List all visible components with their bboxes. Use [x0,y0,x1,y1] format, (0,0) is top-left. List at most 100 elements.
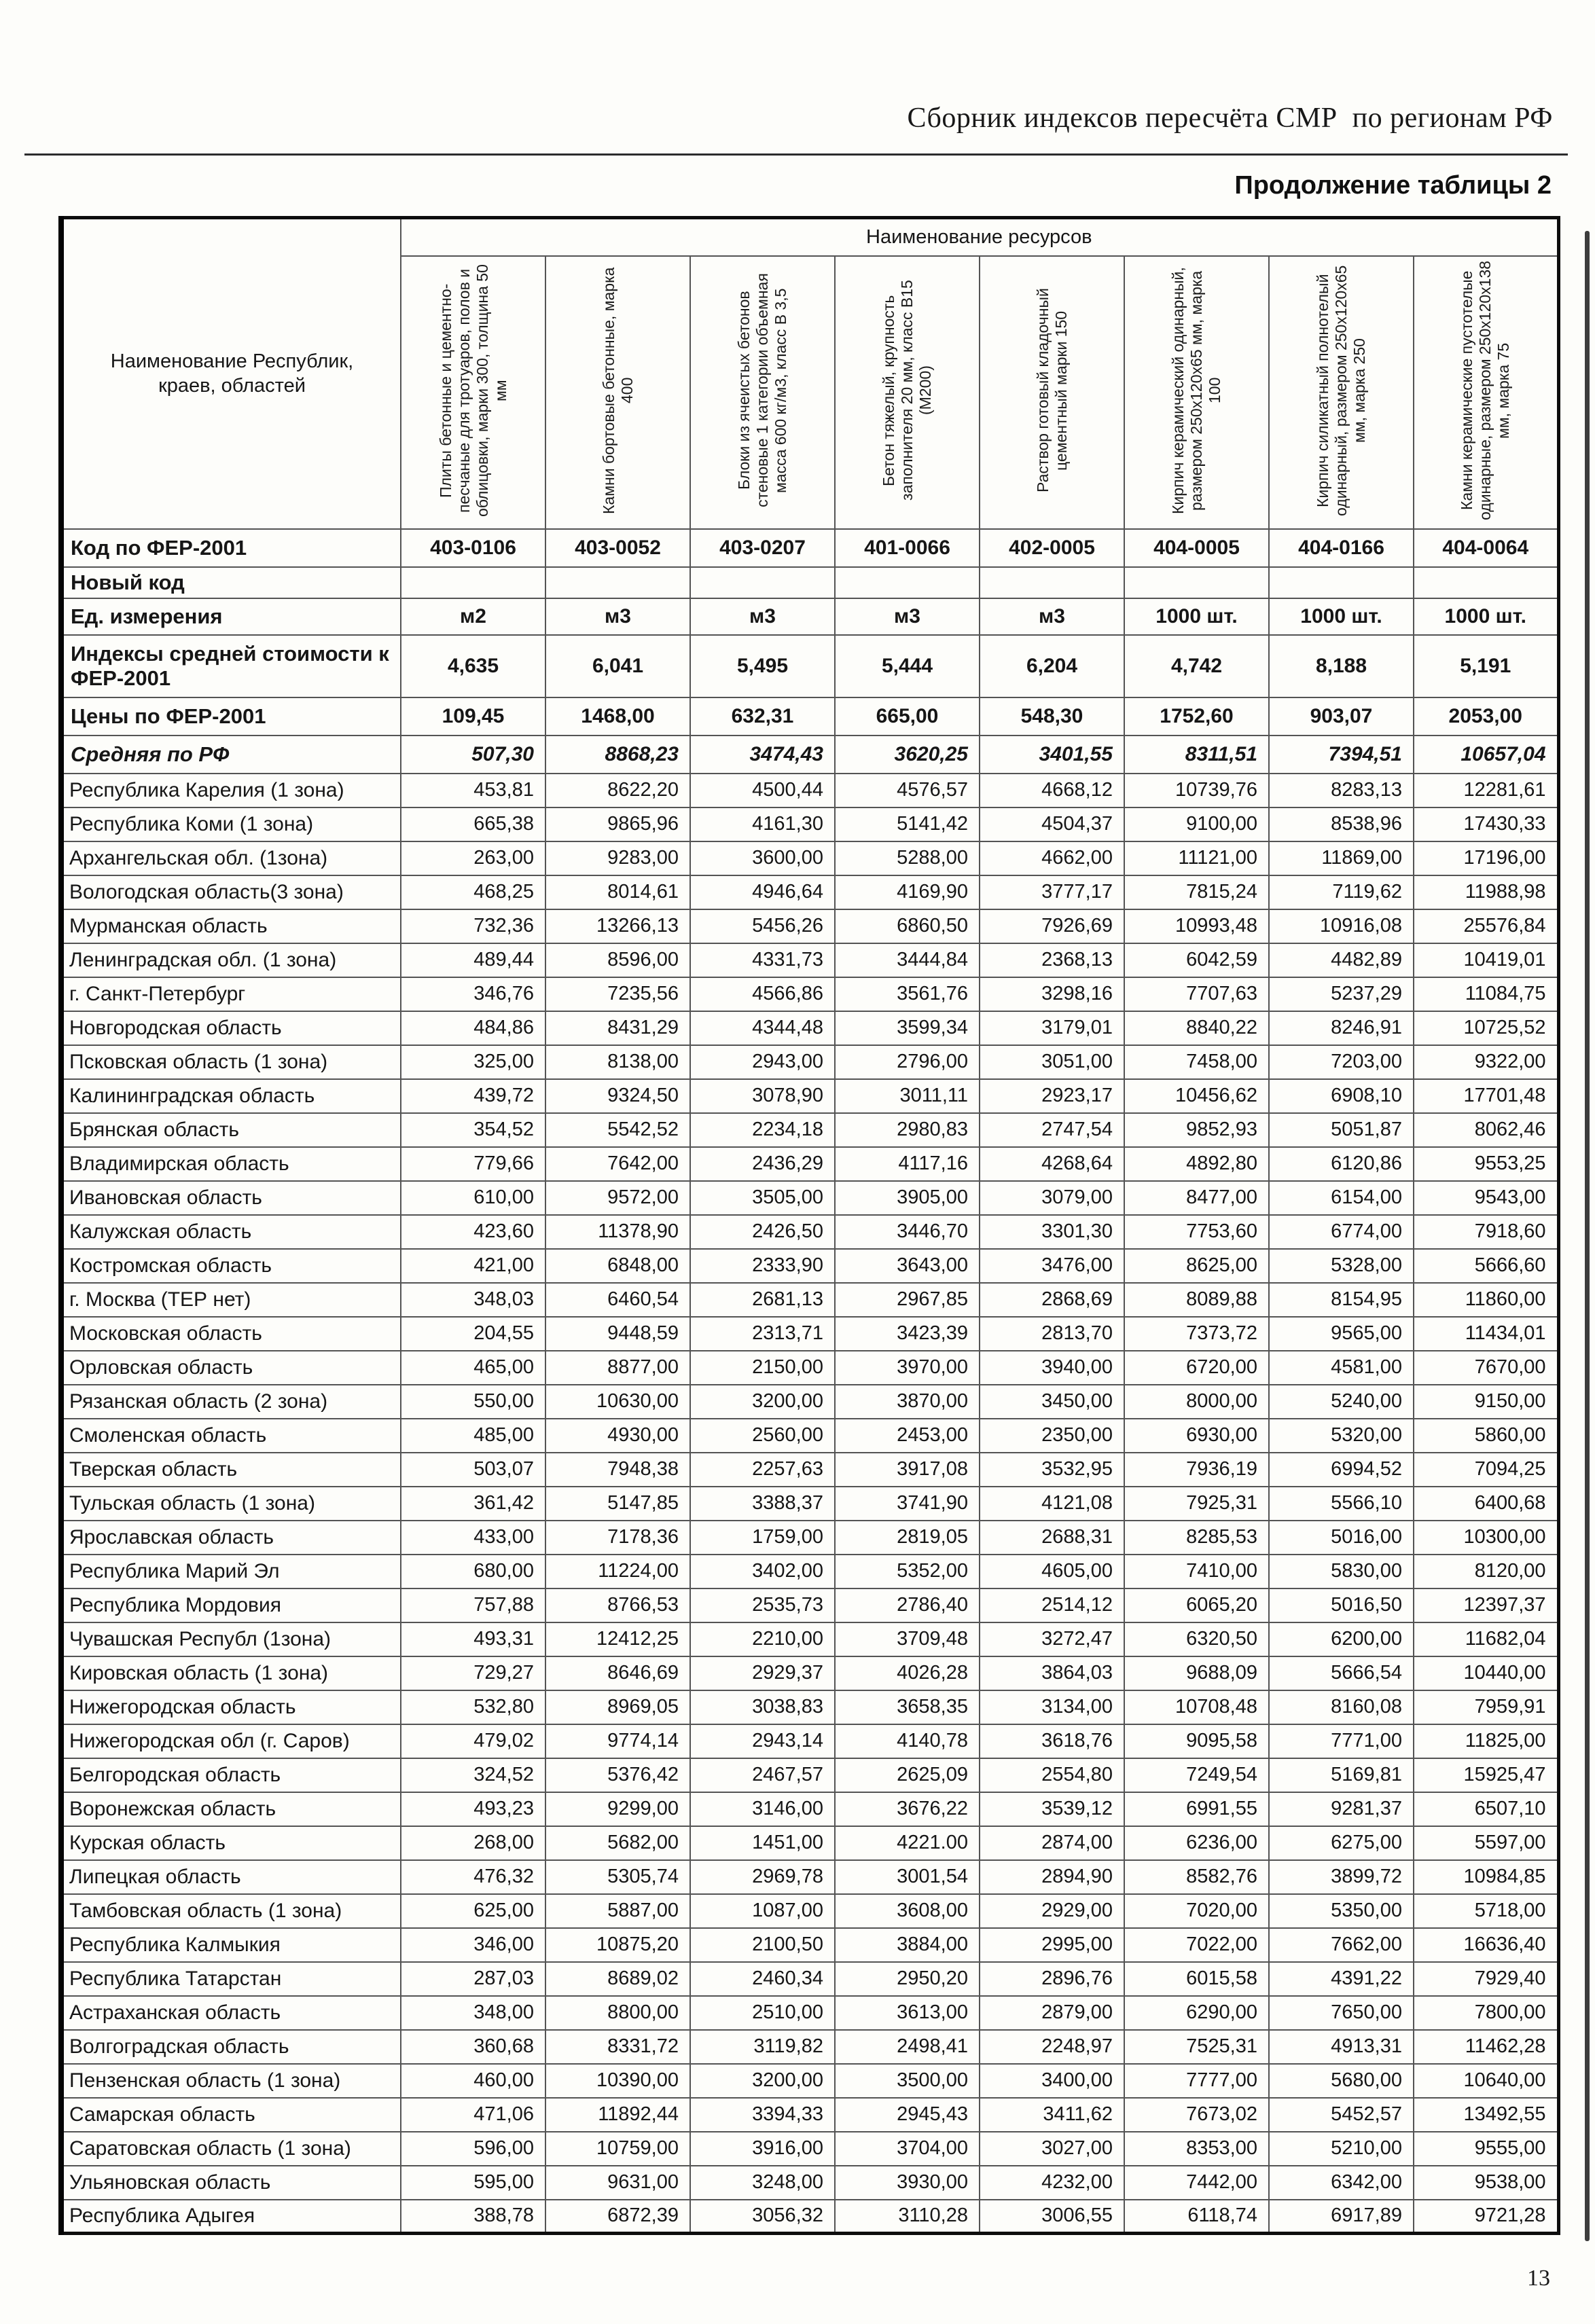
value-cell: 479,02 [400,1723,546,1759]
value-cell: 8160,08 [1268,1689,1414,1725]
value-cell: 7178,36 [545,1519,691,1555]
meta-row-value: 3474,43 [689,734,836,774]
value-cell: 4662,00 [979,840,1125,876]
value-cell: 3446,70 [834,1214,980,1250]
value-cell: 354,52 [400,1112,546,1148]
value-cell: 468,25 [400,874,546,910]
value-cell: 9565,00 [1268,1315,1414,1351]
meta-row-value: 6,041 [545,634,691,698]
value-cell: 6015,58 [1124,1961,1270,1997]
meta-row-value: 401-0066 [834,528,980,568]
value-cell: 3864,03 [979,1655,1125,1691]
value-cell: 493,31 [400,1621,546,1657]
value-cell: 5147,85 [545,1485,691,1521]
value-cell: 8331,72 [545,2029,691,2065]
value-cell: 3006,55 [979,2198,1125,2234]
meta-row-value: 402-0005 [979,528,1125,568]
value-cell: 9283,00 [545,840,691,876]
value-cell: 7936,19 [1124,1451,1270,1487]
value-cell: 3561,76 [834,976,980,1012]
region-name: Вологодская область(3 зона) [60,874,401,910]
value-cell: 2426,50 [689,1214,836,1250]
value-cell: 3676,22 [834,1791,980,1827]
value-cell: 2688,31 [979,1519,1125,1555]
value-cell: 7777,00 [1124,2063,1270,2099]
value-cell: 7650,00 [1268,1995,1414,2031]
value-cell: 7707,63 [1124,976,1270,1012]
value-cell: 11462,28 [1412,2029,1560,2065]
value-cell: 11084,75 [1412,976,1560,1012]
value-cell: 3970,00 [834,1349,980,1385]
value-cell: 2969,78 [689,1859,836,1895]
meta-row-value: 4,742 [1124,634,1270,698]
value-cell: 10993,48 [1124,908,1270,944]
value-cell: 8120,00 [1412,1553,1560,1589]
value-cell: 2467,57 [689,1757,836,1793]
value-cell: 8014,61 [545,874,691,910]
value-cell: 11224,00 [545,1553,691,1589]
value-cell: 3110,28 [834,2198,980,2234]
value-cell: 6200,00 [1268,1621,1414,1657]
region-name: Белгородская область [60,1757,401,1793]
value-cell: 4268,64 [979,1146,1125,1182]
region-name: Калининградская область [60,1078,401,1114]
value-cell: 4913,31 [1268,2029,1414,2065]
meta-row-value [545,566,691,599]
value-cell: 7119,62 [1268,874,1414,910]
value-cell: 8000,00 [1124,1383,1270,1419]
value-cell: 2995,00 [979,1927,1125,1963]
table-row: г. Санкт-Петербург 346,76 7235,56 4566,86 35… [60,976,1560,1012]
value-cell: 2313,71 [689,1315,836,1351]
value-cell: 3388,37 [689,1485,836,1521]
value-cell: 3027,00 [979,2130,1125,2166]
meta-row-value: 3401,55 [979,734,1125,774]
value-cell: 5352,00 [834,1553,980,1589]
value-cell: 1451,00 [689,1825,836,1861]
value-cell: 2436,29 [689,1146,836,1182]
value-cell: 10725,52 [1412,1010,1560,1046]
value-cell: 757,88 [400,1587,546,1623]
value-cell: 4946,64 [689,874,836,910]
value-cell: 460,00 [400,2063,546,2099]
value-cell: 10390,00 [545,2063,691,2099]
value-cell: 11682,04 [1412,1621,1560,1657]
meta-row-value: 403-0052 [545,528,691,568]
value-cell: 610,00 [400,1180,546,1216]
value-cell: 9324,50 [545,1078,691,1114]
value-cell: 10456,62 [1124,1078,1270,1114]
value-cell: 5328,00 [1268,1248,1414,1284]
region-name: Ленинградская обл. (1 зона) [60,942,401,978]
region-name: Московская область [60,1315,401,1351]
value-cell: 11825,00 [1412,1723,1560,1759]
value-cell: 12397,37 [1412,1587,1560,1623]
value-cell: 3079,00 [979,1180,1125,1216]
value-cell: 4232,00 [979,2164,1125,2200]
table-row: Саратовская область (1 зона) 596,00 10759,… [60,2130,1560,2166]
value-cell: 4331,73 [689,942,836,978]
meta-row: Новый код [60,566,1560,599]
value-cell: 25576,84 [1412,908,1560,944]
table-row: Рязанская область (2 зона) 550,00 10630,00… [60,1383,1560,1419]
value-cell: 5718,00 [1412,1893,1560,1929]
value-cell: 361,42 [400,1485,546,1521]
resource-column-header-text: Кирпич керамический одинарный, размером … [1169,267,1223,514]
value-cell: 3402,00 [689,1553,836,1589]
value-cell: 6120,86 [1268,1146,1414,1182]
value-cell: 3899,72 [1268,1859,1414,1895]
value-cell: 3643,00 [834,1248,980,1284]
table-row: Самарская область 471,06 11892,44 3394,33 29… [60,2096,1560,2132]
region-name: Самарская область [60,2096,401,2132]
value-cell: 2868,69 [979,1282,1125,1318]
value-cell: 324,52 [400,1757,546,1793]
value-cell: 3539,12 [979,1791,1125,1827]
region-name: Республика Марий Эл [60,1553,401,1589]
meta-row-value: 8311,51 [1124,734,1270,774]
region-name: Воронежская область [60,1791,401,1827]
value-cell: 8089,88 [1124,1282,1270,1318]
value-cell: 485,00 [400,1417,546,1453]
value-cell: 3134,00 [979,1689,1125,1725]
meta-row-value: 665,00 [834,696,980,736]
value-cell: 3500,00 [834,2063,980,2099]
meta-row-value: 5,495 [689,634,836,698]
value-cell: 7815,24 [1124,874,1270,910]
